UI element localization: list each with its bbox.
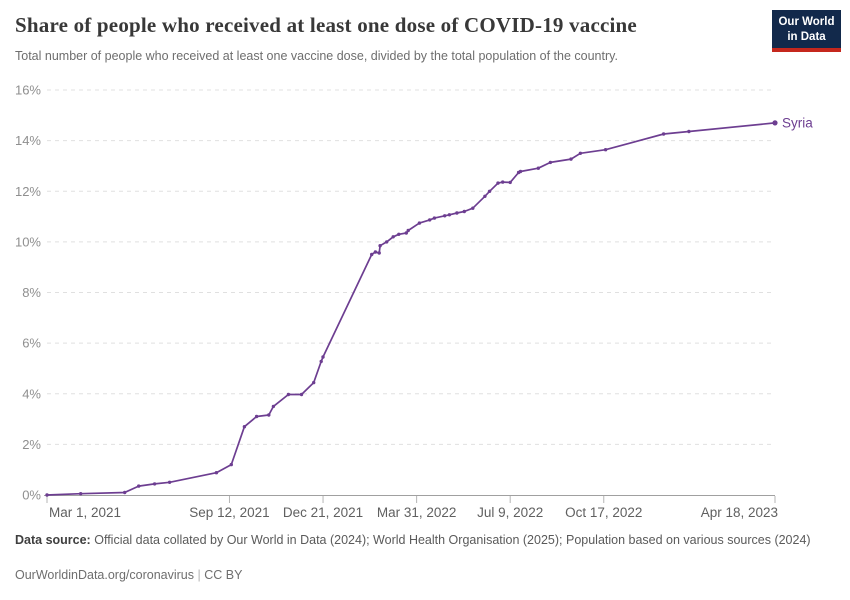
x-tick-label: Sep 12, 2021 — [189, 505, 269, 520]
data-point-marker — [79, 492, 83, 496]
data-point-marker — [377, 251, 381, 255]
data-point-marker — [443, 214, 447, 218]
data-point-marker — [152, 482, 157, 486]
data-point-marker — [548, 160, 553, 165]
data-point-marker — [462, 209, 466, 214]
x-tick-label: Dec 21, 2021 — [283, 505, 363, 520]
y-tick-label: 8% — [22, 285, 41, 300]
data-point-marker — [404, 231, 408, 235]
data-point-marker — [483, 194, 487, 198]
y-tick-label: 12% — [15, 184, 41, 199]
data-point-marker — [406, 228, 410, 233]
data-point-marker — [508, 180, 512, 185]
data-point-marker — [772, 120, 778, 126]
data-point-marker — [447, 213, 452, 217]
y-tick-label: 6% — [22, 336, 41, 351]
x-tick-label: Mar 31, 2022 — [377, 505, 457, 520]
data-point-marker — [578, 151, 583, 155]
series-end-label: Syria — [782, 115, 813, 130]
data-point-marker — [267, 413, 271, 417]
footer-separator: | — [194, 568, 205, 582]
chart-title: Share of people who received at least on… — [15, 13, 637, 37]
data-point-marker — [373, 250, 378, 254]
data-point-marker — [370, 252, 374, 257]
data-point-marker — [229, 462, 233, 467]
data-point-marker — [687, 129, 691, 134]
data-point-marker — [471, 206, 475, 210]
x-tick-label: Apr 18, 2023 — [701, 505, 778, 520]
data-point-marker — [518, 169, 523, 174]
data-point-marker — [569, 157, 573, 161]
data-point-marker — [603, 148, 608, 152]
data-point-marker — [487, 189, 492, 193]
x-tick-label: Oct 17, 2022 — [565, 505, 642, 520]
owid-logo-line1: Our World — [778, 16, 835, 28]
data-point-marker — [214, 471, 219, 475]
license-label: CC BY — [204, 568, 243, 582]
y-tick-label: 0% — [22, 488, 41, 503]
data-point-marker — [455, 211, 459, 215]
x-tick-label: Mar 1, 2021 — [49, 505, 121, 520]
data-point-marker — [312, 380, 316, 385]
data-point-marker — [428, 218, 432, 222]
chart-subtitle: Total number of people who received at l… — [15, 49, 618, 63]
data-point-marker — [417, 221, 422, 225]
data-point-marker — [137, 484, 141, 488]
y-tick-label: 14% — [15, 133, 41, 148]
data-point-marker — [391, 235, 395, 239]
data-point-marker — [378, 244, 382, 248]
data-point-marker — [661, 132, 666, 136]
data-point-marker — [271, 404, 276, 409]
data-source-text: Official data collated by Our World in D… — [94, 533, 811, 547]
y-tick-label: 10% — [15, 234, 41, 249]
data-line — [46, 122, 776, 496]
data-point-marker — [319, 359, 323, 364]
data-point-marker — [167, 480, 172, 484]
data-point-marker — [242, 425, 247, 429]
y-tick-label: 2% — [22, 437, 41, 452]
data-point-marker — [536, 166, 540, 170]
owid-url-link[interactable]: OurWorldinData.org/coronavirus — [15, 568, 195, 582]
data-point-marker — [123, 490, 127, 495]
data-point-marker — [45, 493, 49, 497]
data-point-marker — [254, 414, 259, 419]
data-point-marker — [432, 216, 437, 220]
data-point-marker — [299, 392, 304, 397]
data-source-label: Data source: — [15, 533, 91, 547]
data-point-marker — [496, 181, 500, 185]
data-point-marker — [385, 240, 389, 244]
data-source-note: Data source: Official data collated by O… — [15, 532, 837, 548]
data-point-marker — [501, 180, 505, 184]
data-point-marker — [397, 232, 401, 236]
owid-logo-line2: in Data — [787, 30, 826, 43]
y-tick-label: 4% — [22, 386, 41, 401]
y-tick-label: 16% — [15, 83, 41, 98]
owid-logo[interactable]: Our World in Data — [772, 10, 841, 53]
footer-origin: OurWorldinData.org/coronavirus | CC BY — [15, 568, 242, 582]
data-point-marker — [286, 392, 291, 397]
data-point-marker — [321, 355, 325, 359]
x-tick-label: Jul 9, 2022 — [477, 505, 543, 520]
